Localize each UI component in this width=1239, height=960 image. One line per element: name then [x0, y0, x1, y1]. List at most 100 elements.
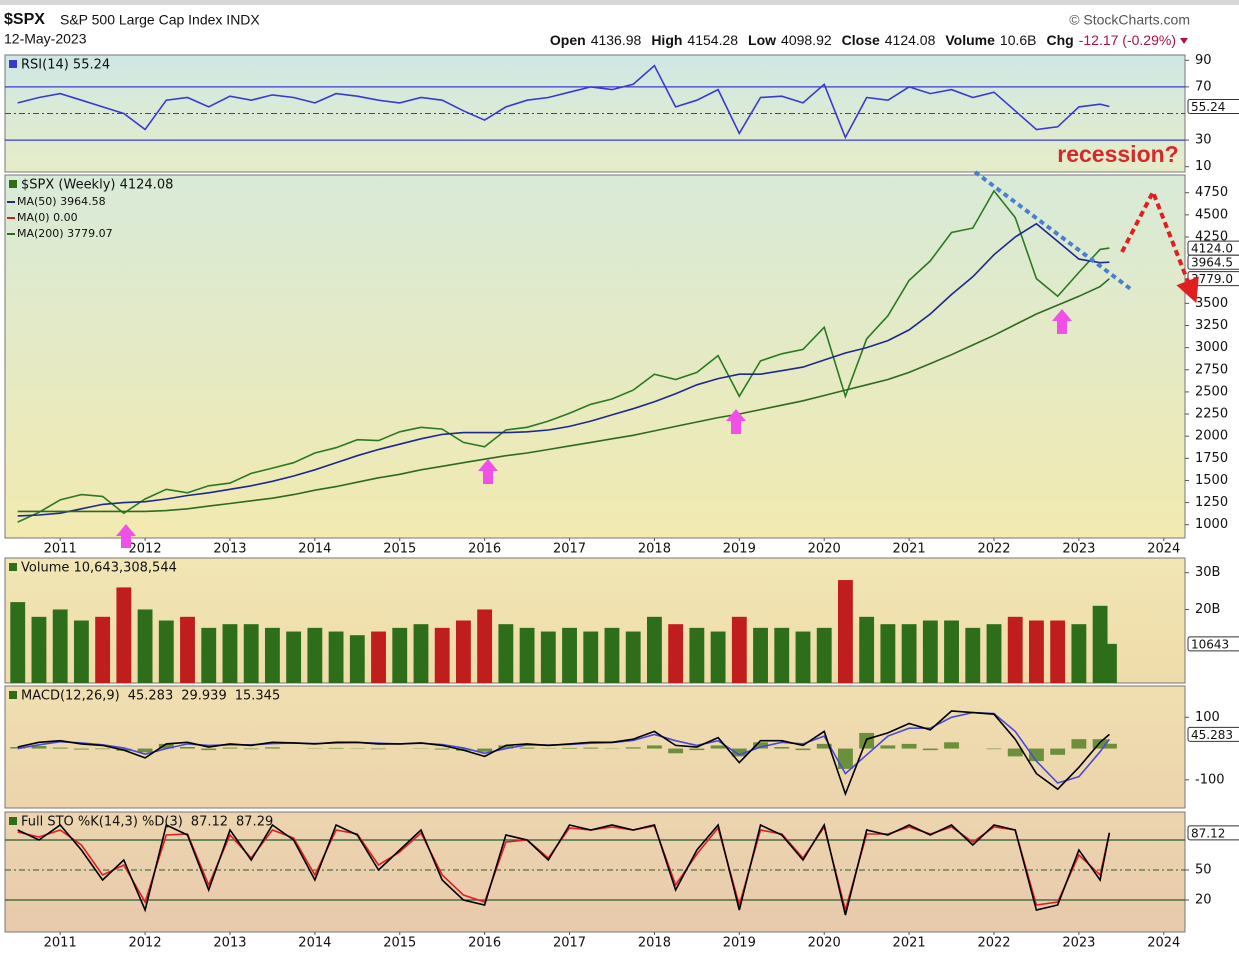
- bar: [1102, 643, 1117, 683]
- bar: [201, 627, 217, 683]
- scenario-arrow: [1120, 187, 1199, 304]
- bar: [158, 620, 174, 683]
- y-tick-label: 30B: [1195, 565, 1220, 580]
- quote-label: High: [651, 32, 682, 48]
- bar: [795, 631, 811, 683]
- bar: [243, 624, 259, 683]
- bar: [922, 620, 938, 683]
- bar: [922, 748, 938, 751]
- legend-label: 15.345: [235, 689, 281, 704]
- bar: [95, 616, 111, 683]
- quote-value: 10.6B: [1000, 32, 1037, 48]
- title-icon: [9, 60, 17, 68]
- y-tick-label: 2750: [1195, 362, 1228, 377]
- legend-label: 87.29: [236, 815, 273, 830]
- bar: [795, 748, 811, 751]
- bar: [307, 627, 323, 683]
- y-tick-label: 10: [1195, 159, 1212, 174]
- x-tick-label: 2023: [1062, 936, 1095, 951]
- title-icon: [9, 691, 17, 699]
- bar: [838, 748, 853, 769]
- value-box: [1187, 254, 1239, 270]
- bar: [349, 635, 365, 683]
- bar: [413, 624, 429, 683]
- legend-label: 45.283: [128, 689, 174, 704]
- series-line: [17, 710, 1110, 797]
- panel-title: Full STO %K(14,3) %D(3): [21, 815, 183, 830]
- bar: [668, 748, 684, 754]
- x-tick-label: 2022: [977, 936, 1010, 951]
- x-tick-label: 2012: [129, 936, 162, 951]
- title-icon: [9, 563, 17, 571]
- quote-value: 4136.98: [591, 32, 642, 48]
- bar: [519, 627, 535, 683]
- plot-area: [10, 710, 1117, 797]
- bar: [1102, 743, 1117, 749]
- x-tick-label: 2014: [298, 542, 331, 557]
- y-tick-label: 1250: [1195, 495, 1228, 510]
- index-name: S&P 500 Large Cap Index INDX: [60, 12, 260, 28]
- bar: [753, 742, 768, 749]
- bar: [646, 616, 662, 683]
- bar: [986, 624, 1002, 683]
- bar: [562, 627, 577, 683]
- x-tick-label: 2017: [553, 542, 586, 557]
- bar: [540, 631, 556, 683]
- symbol: $SPX: [4, 11, 45, 28]
- low-arrows: [116, 309, 1072, 548]
- y-tick-label: 20: [1195, 893, 1212, 908]
- x-tick-label: 2021: [893, 936, 926, 951]
- bar: [137, 609, 153, 683]
- legend-label: 29.939: [181, 689, 227, 704]
- bar: [73, 620, 89, 683]
- bar: [583, 631, 599, 683]
- bar: [710, 631, 726, 683]
- bar: [222, 747, 238, 749]
- y-tick-label: 4500: [1195, 207, 1228, 222]
- bar: [180, 747, 195, 749]
- y-tick-label: 3500: [1195, 296, 1228, 311]
- bar: [838, 580, 853, 683]
- bar: [31, 746, 47, 749]
- bar: [668, 624, 684, 683]
- x-tick-label: 2022: [977, 542, 1010, 557]
- series-line: [17, 278, 1110, 513]
- y-tick-label: 50: [1195, 863, 1212, 878]
- x-tick-label: 2018: [638, 542, 671, 557]
- bar: [371, 631, 386, 683]
- bar: [31, 616, 47, 683]
- value-box-label: 3964.5: [1191, 256, 1233, 270]
- bar: [731, 748, 747, 757]
- series-line: [17, 64, 1110, 140]
- title-icon: [9, 180, 17, 188]
- bar: [1029, 620, 1044, 683]
- bar: [498, 624, 514, 683]
- x-tick-label: 2011: [44, 936, 77, 951]
- panel-title: MACD(12,26,9): [21, 689, 120, 704]
- series-line: [17, 822, 1111, 916]
- y-tick-label: 90: [1195, 53, 1212, 68]
- bar: [264, 627, 280, 683]
- value-box-label: 87.12: [1191, 826, 1225, 840]
- bar: [689, 748, 705, 751]
- y-tick-label: 100: [1195, 710, 1220, 725]
- bar: [1071, 624, 1087, 683]
- plot-area: [5, 64, 1185, 141]
- x-tick-label: 2013: [213, 542, 246, 557]
- quote-label: Chg: [1047, 32, 1074, 48]
- bar: [455, 620, 471, 683]
- x-tick-label: 2023: [1062, 542, 1095, 557]
- y-tick-label: 2250: [1195, 407, 1228, 422]
- panel-background: [4, 685, 1186, 809]
- bar: [1029, 748, 1044, 762]
- bar: [286, 631, 302, 683]
- y-tick-label: 2000: [1195, 429, 1228, 444]
- y-tick-label: 20B: [1195, 602, 1220, 617]
- bar: [116, 587, 132, 683]
- quote-value: 4098.92: [781, 32, 832, 48]
- bar: [880, 745, 896, 749]
- x-tick-label: 2011: [44, 542, 77, 557]
- bar: [1050, 748, 1066, 755]
- bar: [774, 627, 790, 683]
